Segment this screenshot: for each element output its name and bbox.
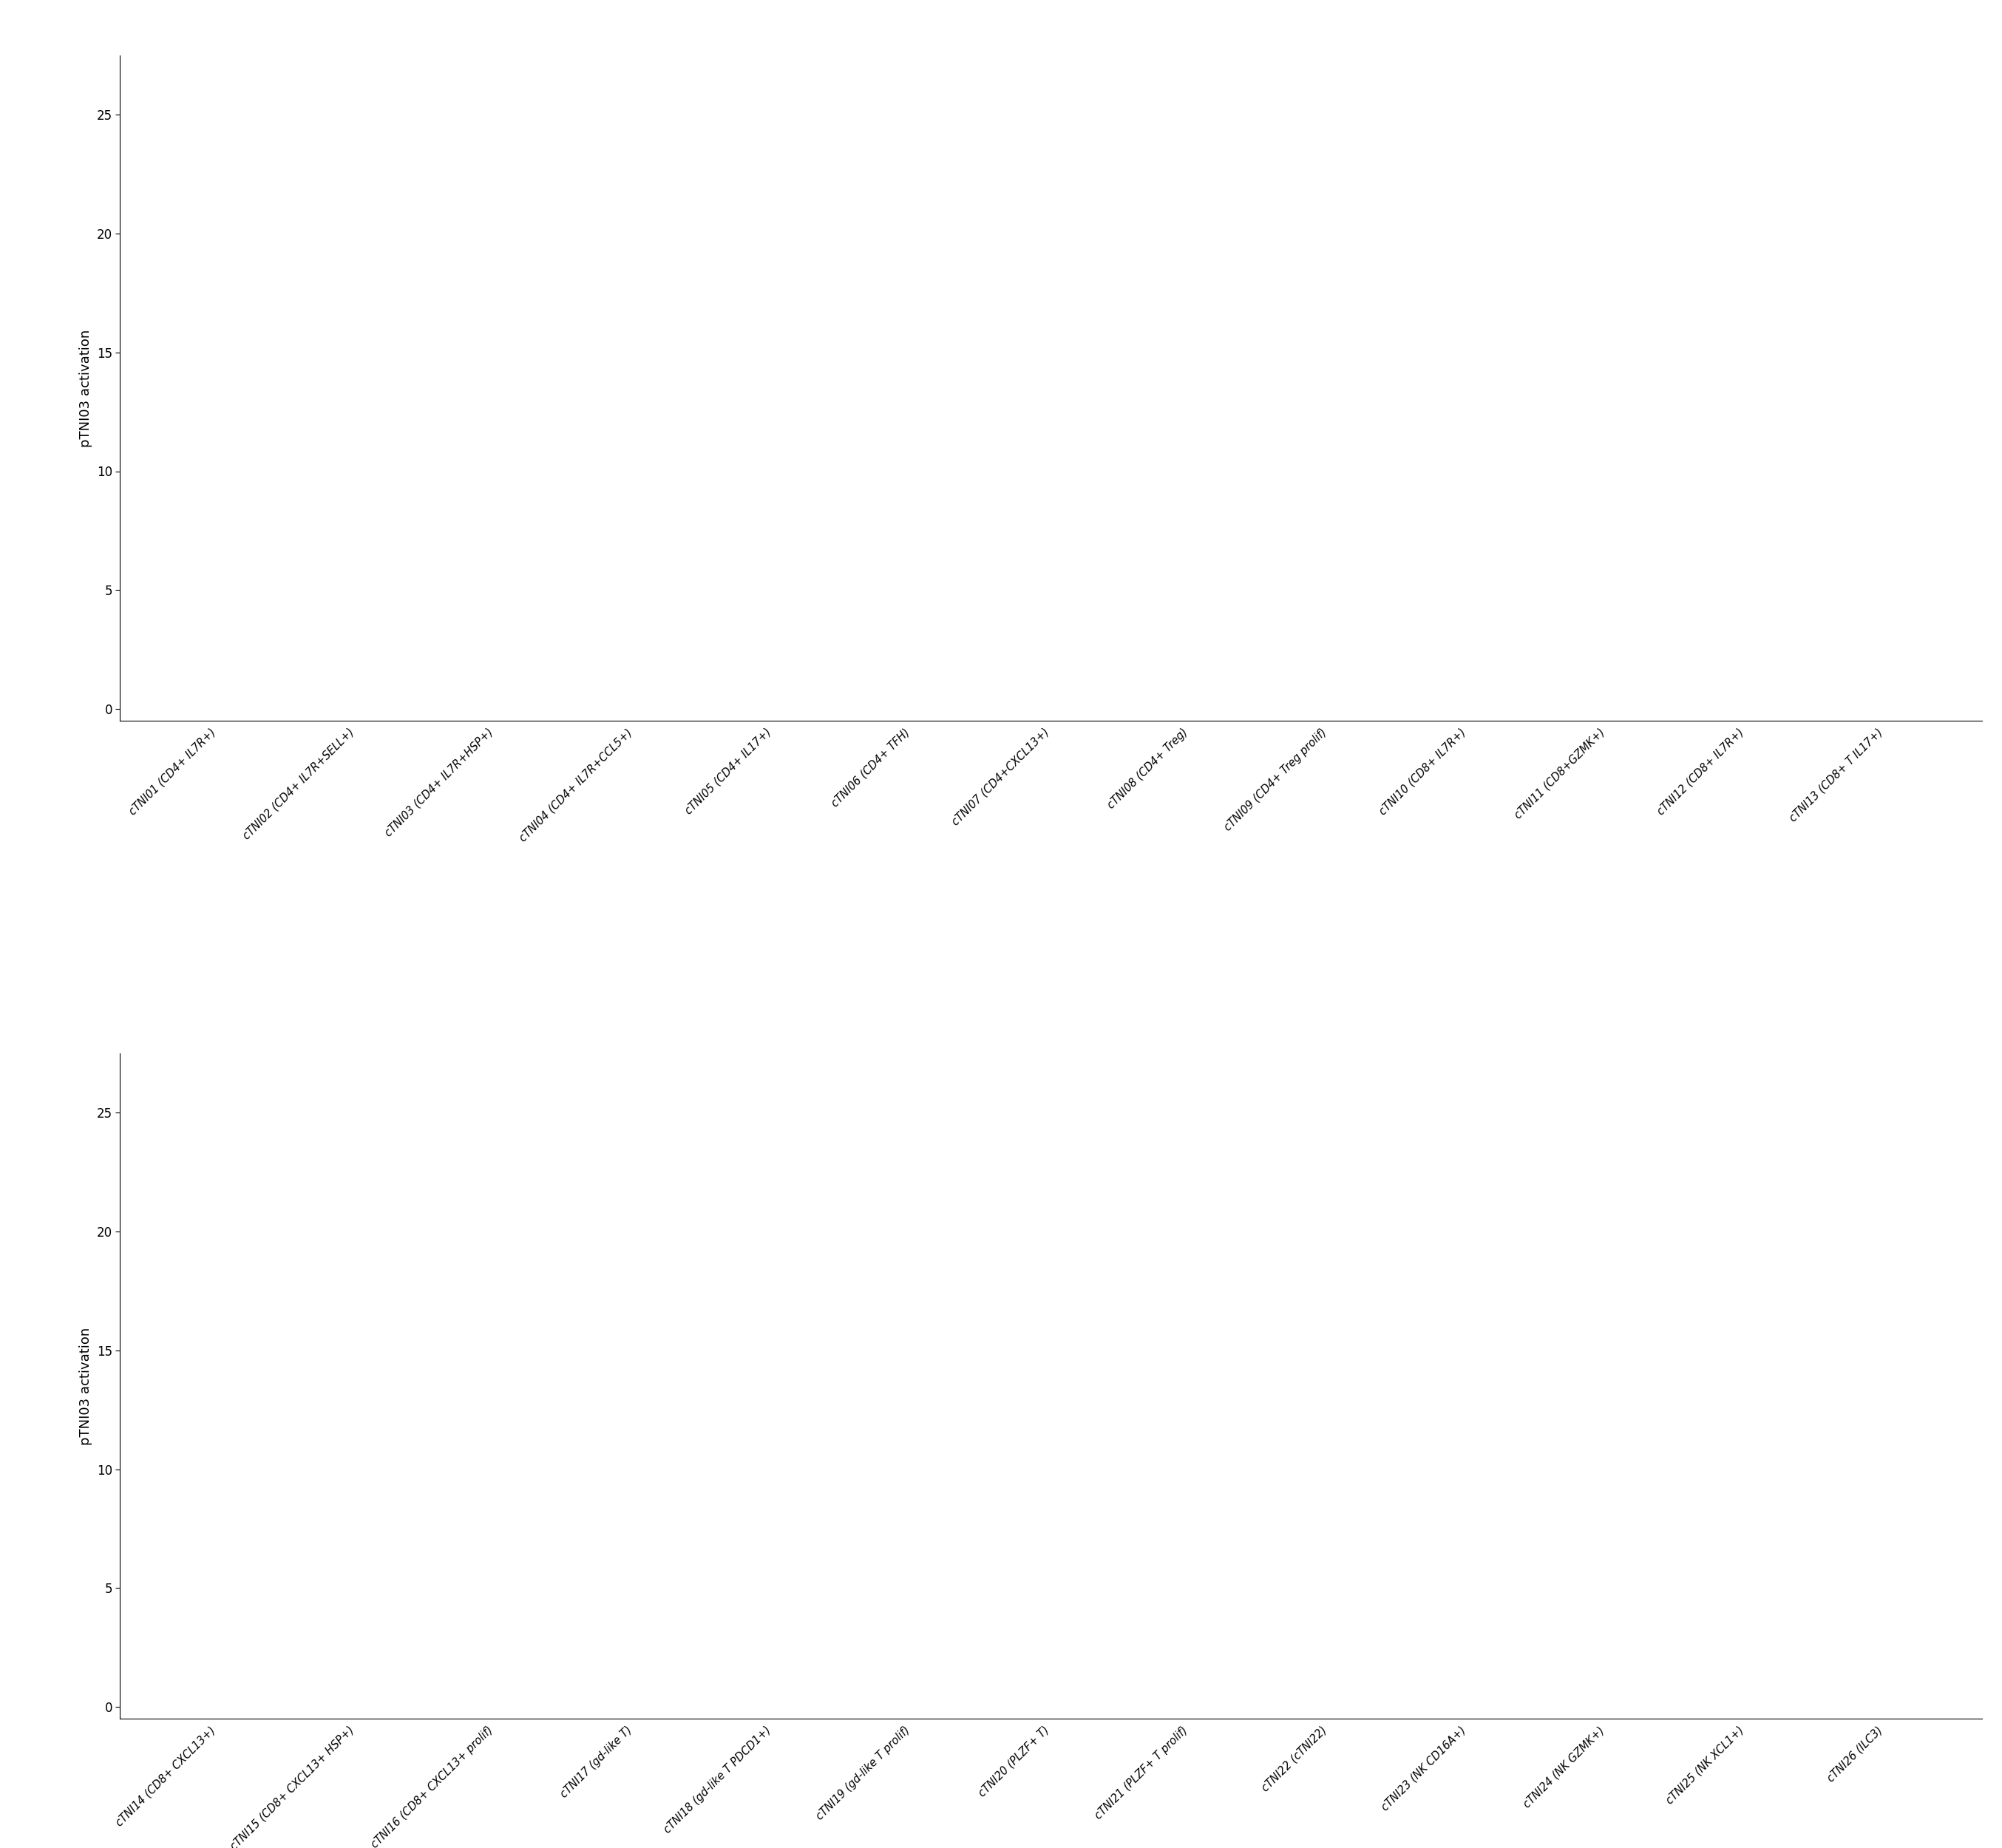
Y-axis label: pTNI03 activation: pTNI03 activation [80, 1327, 92, 1445]
Y-axis label: pTNI03 activation: pTNI03 activation [80, 329, 92, 447]
